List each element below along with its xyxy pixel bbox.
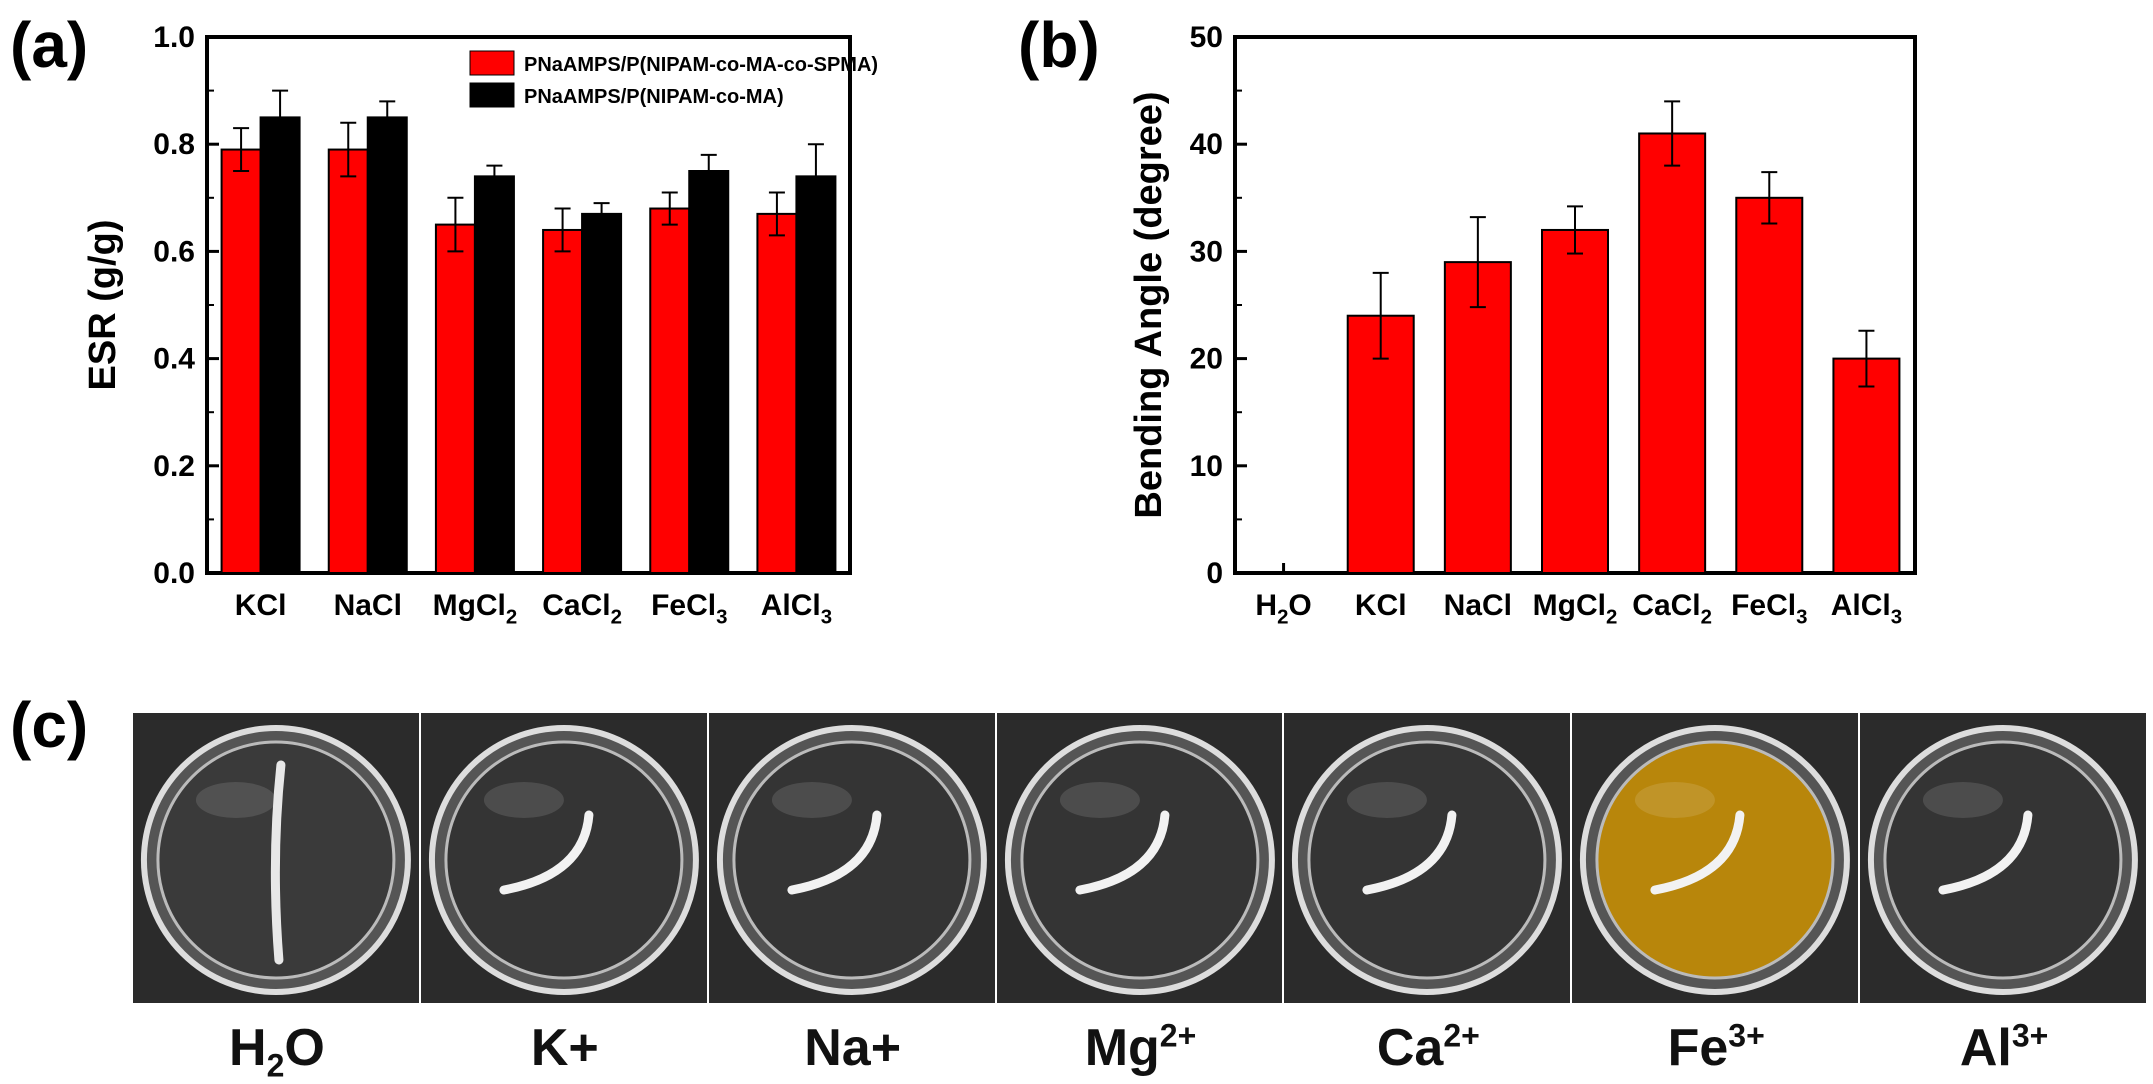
dish-reflection [483,782,564,819]
dish-reflection [1923,782,2004,819]
bar-a-MgCl2-s0 [434,223,476,574]
dish-graphic [716,725,987,995]
bar-b-MgCl2-s0 [1541,228,1609,575]
y-axis-label-b: Bending Angle (degree) [1128,91,1170,518]
photo-caption-5: Fe3+ [1667,1017,1765,1077]
x-tick-label-b-CaCl2: CaCl2 [1632,589,1712,628]
x-tick-label-b-AlCl3: AlCl3 [1831,589,1902,628]
chart-a-esr: 0.0 0.2 0.4 0.6 0.8 1.0 ESR (g/g) KCl NaCl MgCl2 C… [82,21,878,628]
dish-graphic [428,725,699,995]
legend-label-1: PNaAMPS/P(NIPAM-co-MA) [524,86,784,108]
gel-strip [1650,810,1745,895]
legend-swatch-1 [469,82,515,108]
photo-caption-0: H2O [229,1019,325,1084]
photo-caption-2: Na+ [804,1019,902,1077]
photo-caption-6: Al3+ [1959,1017,2049,1077]
dish-graphic [1868,725,2139,995]
photo-caption-3: Mg2+ [1084,1017,1197,1077]
x-tick-label-b-KCl: KCl [1355,589,1407,622]
bar-a-FeCl3-s1 [688,170,730,574]
bar-b-CaCl2-s0 [1638,132,1707,574]
legend-label-0: PNaAMPS/P(NIPAM-co-MA-co-SPMA) [524,54,878,76]
x-tick-label-a-FeCl3: FeCl3 [651,589,727,628]
y-tick-label-a: 0.0 [153,557,195,590]
photo-dish-6 [1860,713,2146,1003]
x-tick-label-b-MgCl2: MgCl2 [1533,589,1618,628]
dish-graphic [1292,725,1563,995]
photo-caption-1: K+ [530,1019,599,1077]
y-tick-label-a: 0.4 [153,343,195,376]
gel-strip [787,810,882,895]
bar-a-AlCl3-s1 [795,175,837,575]
y-tick-label-a: 0.2 [153,450,195,483]
dish-reflection [1347,782,1428,819]
photo-dish-0 [133,713,419,1003]
plot-frame-a [205,35,852,575]
dish-reflection [1059,782,1140,819]
panel-label-a: (a) [10,9,89,81]
bar-b-NaCl-s0 [1443,261,1512,574]
x-tick-label-a-KCl: KCl [235,589,287,622]
bar-a-AlCl3-s0 [756,212,798,574]
photo-dish-5 [1572,713,1859,1003]
dish-graphic [1004,725,1275,995]
y-tick-label-b: 20 [1190,343,1223,376]
photo-dish-1 [420,713,707,1003]
photo-strip [133,713,2148,1003]
y-axis-label-a: ESR (g/g) [82,220,124,391]
y-tick-label-b: 10 [1190,450,1223,483]
bar-b-FeCl3-s0 [1735,196,1804,575]
bar-a-KCl-s0 [220,148,262,574]
gel-strip [1362,810,1457,895]
x-tick-label-a-AlCl3: AlCl3 [761,589,832,628]
x-tick-label-b-FeCl3: FeCl3 [1731,589,1807,628]
dish-reflection [1635,782,1716,819]
bar-a-NaCl-s0 [327,148,369,574]
gel-strip [1938,810,2033,895]
gel-strip [270,760,286,965]
y-tick-label-b: 40 [1190,128,1223,161]
y-tick-label-b: 0 [1206,557,1223,590]
panel-label-b: (b) [1018,9,1100,81]
x-tick-label-a-CaCl2: CaCl2 [542,589,622,628]
photo-dish-4 [1284,713,1571,1003]
y-tick-label-b: 50 [1190,21,1223,54]
x-tick-label-a-MgCl2: MgCl2 [433,589,518,628]
x-tick-label-b-H2O: H2O [1255,589,1311,628]
gel-strip [1074,810,1169,895]
y-tick-label-b: 30 [1190,235,1223,268]
bar-a-FeCl3-s0 [649,207,691,575]
dish-graphic [1580,725,1851,995]
gel-strip [499,810,594,895]
y-tick-label-a: 0.6 [153,235,195,268]
panel-label-c: (c) [10,689,89,761]
photo-dish-2 [708,713,995,1003]
y-tick-label-a: 0.8 [153,128,195,161]
photo-dish-3 [996,713,1283,1003]
dish-reflection [771,782,852,819]
bar-a-KCl-s1 [259,116,301,575]
bar-b-AlCl3-s0 [1832,357,1901,574]
dish-reflection [195,782,276,819]
bar-a-CaCl2-s1 [581,212,623,574]
y-tick-label-a: 1.0 [153,21,195,54]
bar-a-NaCl-s1 [366,116,408,575]
x-tick-label-a-NaCl: NaCl [334,589,402,622]
photo-caption-4: Ca2+ [1376,1017,1480,1077]
dish-graphic [140,725,411,995]
bar-a-CaCl2-s0 [542,228,584,575]
legend-swatch-0 [469,50,515,76]
x-tick-label-b-NaCl: NaCl [1444,589,1512,622]
bar-a-MgCl2-s1 [473,175,515,575]
chart-b-bending-angle: 0 10 20 30 40 50 Bending Angle (degree) H2O KCl N… [1128,21,1917,628]
